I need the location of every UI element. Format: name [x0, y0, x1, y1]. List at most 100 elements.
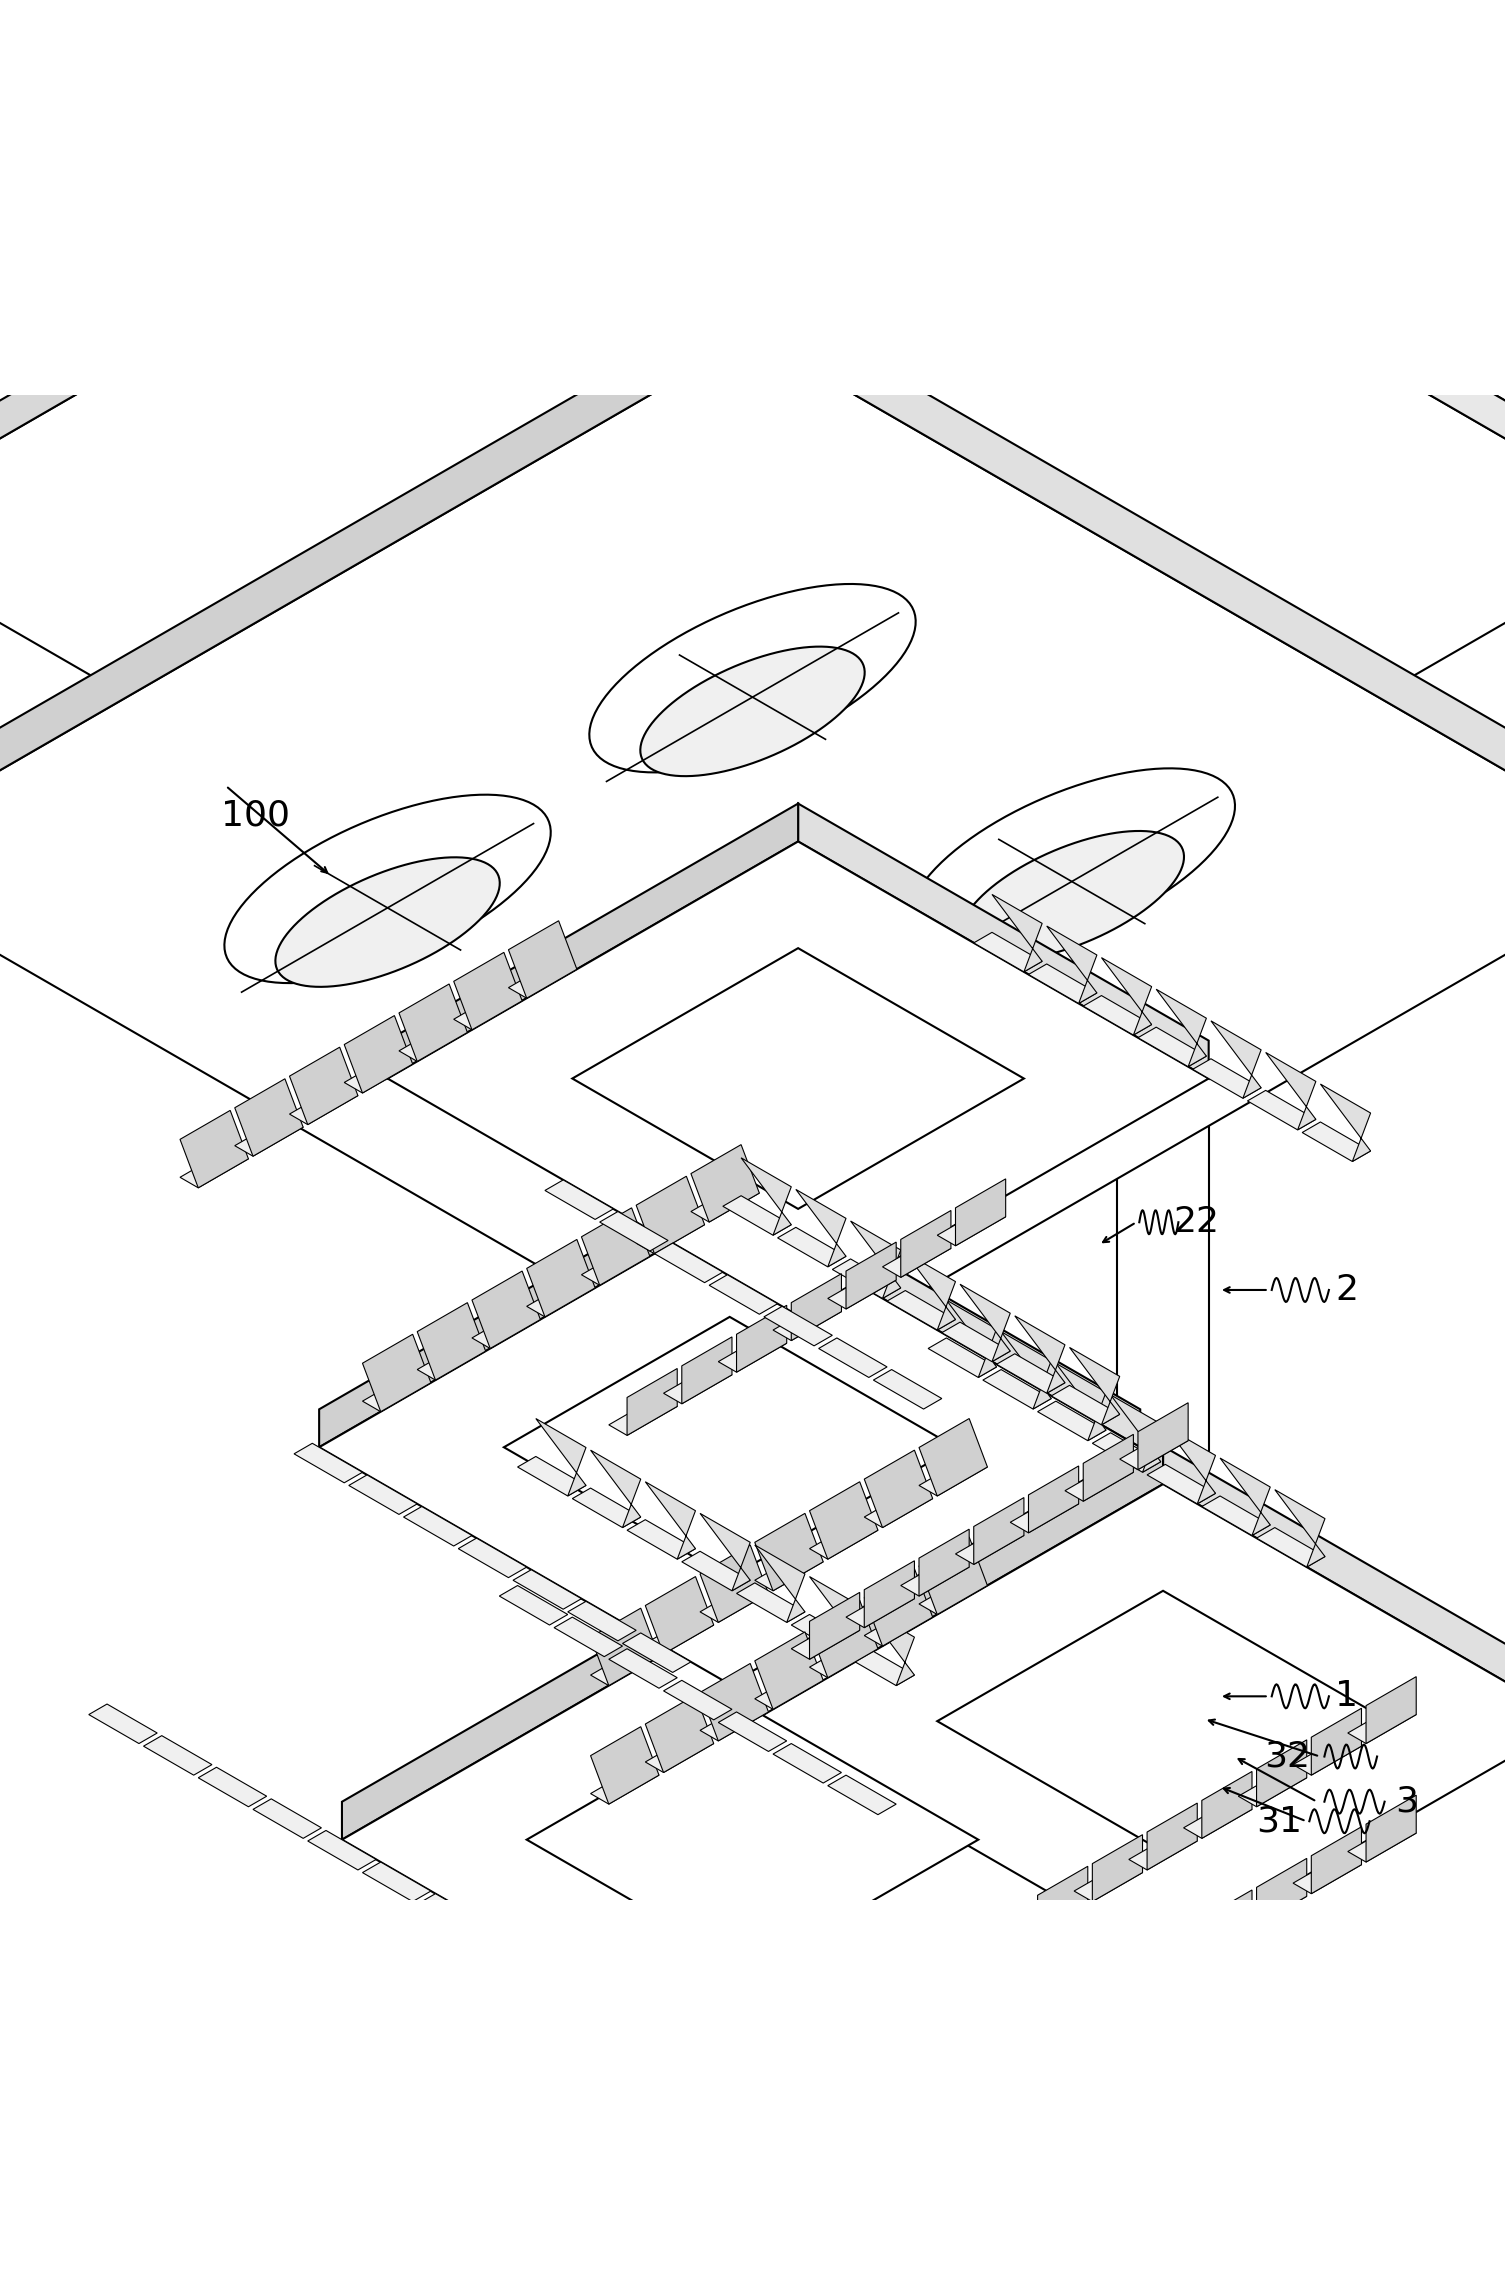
Polygon shape [956, 1179, 1005, 1246]
Text: 32: 32 [1264, 1739, 1309, 1773]
Polygon shape [1367, 1677, 1416, 1743]
Polygon shape [882, 1239, 951, 1278]
Polygon shape [873, 1370, 942, 1409]
Polygon shape [920, 1530, 969, 1597]
Polygon shape [909, 768, 1236, 957]
Polygon shape [1084, 996, 1151, 1035]
Polygon shape [143, 1737, 212, 1776]
Polygon shape [682, 1551, 749, 1590]
Polygon shape [399, 984, 468, 1062]
Polygon shape [1093, 1952, 1142, 2021]
Polygon shape [417, 1303, 486, 1381]
Text: 31: 31 [1257, 1805, 1302, 1837]
Polygon shape [590, 1727, 659, 1803]
Polygon shape [388, 803, 798, 1078]
Polygon shape [1257, 1858, 1306, 1925]
Text: 3: 3 [1395, 1785, 1419, 1819]
Polygon shape [864, 1569, 933, 1647]
Polygon shape [1239, 1886, 1306, 1925]
Polygon shape [1037, 1984, 1088, 2051]
Polygon shape [864, 1560, 915, 1629]
Polygon shape [901, 1211, 951, 1278]
Text: 2: 2 [1335, 1273, 1359, 1308]
Polygon shape [664, 1679, 731, 1720]
Polygon shape [1320, 1085, 1371, 1161]
Polygon shape [235, 1117, 303, 1156]
Polygon shape [1001, 1331, 1052, 1409]
Polygon shape [224, 794, 551, 984]
Polygon shape [906, 1253, 956, 1331]
Polygon shape [0, 5, 1505, 1058]
Polygon shape [810, 1601, 877, 1677]
Polygon shape [756, 1544, 805, 1622]
Polygon shape [417, 1893, 486, 1934]
Polygon shape [509, 959, 576, 998]
Polygon shape [342, 1604, 1163, 2076]
Polygon shape [1275, 1489, 1324, 1567]
Polygon shape [527, 1278, 594, 1317]
Polygon shape [417, 1340, 486, 1381]
Polygon shape [740, 1158, 792, 1234]
Polygon shape [730, 1172, 1141, 1448]
Polygon shape [983, 1370, 1052, 1409]
Polygon shape [199, 1766, 266, 1808]
Polygon shape [1266, 1053, 1315, 1131]
Polygon shape [349, 1475, 417, 1514]
Polygon shape [623, 1633, 691, 1672]
Polygon shape [1057, 1363, 1106, 1441]
Polygon shape [846, 1647, 915, 1686]
Polygon shape [1075, 1980, 1142, 2021]
Polygon shape [1212, 1021, 1261, 1099]
Polygon shape [1120, 1429, 1187, 1470]
Polygon shape [1138, 1028, 1207, 1067]
Polygon shape [590, 1647, 659, 1686]
Polygon shape [655, 1243, 722, 1282]
Polygon shape [1202, 1890, 1252, 1957]
Polygon shape [819, 1337, 886, 1376]
Polygon shape [1163, 1445, 1505, 1720]
Polygon shape [543, 980, 870, 1168]
Polygon shape [610, 1395, 677, 1436]
Polygon shape [974, 1498, 1023, 1565]
Polygon shape [628, 1370, 677, 1436]
Polygon shape [504, 1317, 956, 1578]
Polygon shape [920, 1418, 987, 1496]
Polygon shape [774, 1743, 841, 1782]
Polygon shape [1257, 1528, 1324, 1567]
Polygon shape [920, 1537, 987, 1615]
Polygon shape [960, 830, 1184, 961]
Polygon shape [293, 1443, 363, 1482]
Polygon shape [920, 1457, 987, 1496]
Polygon shape [0, 335, 1505, 1390]
Polygon shape [810, 1592, 859, 1659]
Polygon shape [253, 1798, 322, 1837]
Polygon shape [1084, 1434, 1133, 1500]
Polygon shape [691, 1145, 760, 1223]
Polygon shape [235, 1078, 303, 1156]
Polygon shape [774, 1301, 841, 1340]
Polygon shape [363, 1863, 430, 1902]
Polygon shape [901, 1558, 969, 1597]
Polygon shape [798, 803, 1209, 1078]
Polygon shape [572, 1489, 641, 1528]
Polygon shape [181, 1149, 248, 1188]
Polygon shape [1311, 1709, 1362, 1776]
Polygon shape [509, 920, 576, 998]
Polygon shape [1014, 1317, 1066, 1392]
Polygon shape [1093, 1434, 1160, 1473]
Polygon shape [342, 1565, 752, 1840]
Polygon shape [778, 1227, 846, 1266]
Polygon shape [1221, 1459, 1270, 1535]
Polygon shape [700, 1702, 769, 1741]
Polygon shape [1129, 1950, 1198, 1989]
Polygon shape [960, 1285, 1010, 1363]
Polygon shape [996, 1353, 1066, 1392]
Polygon shape [0, 294, 752, 863]
Polygon shape [1111, 1395, 1160, 1473]
Polygon shape [956, 1526, 1023, 1565]
Polygon shape [1202, 1496, 1270, 1535]
Polygon shape [691, 1181, 760, 1223]
Polygon shape [1192, 1060, 1261, 1099]
Polygon shape [646, 1732, 713, 1773]
Polygon shape [1019, 2012, 1088, 2051]
